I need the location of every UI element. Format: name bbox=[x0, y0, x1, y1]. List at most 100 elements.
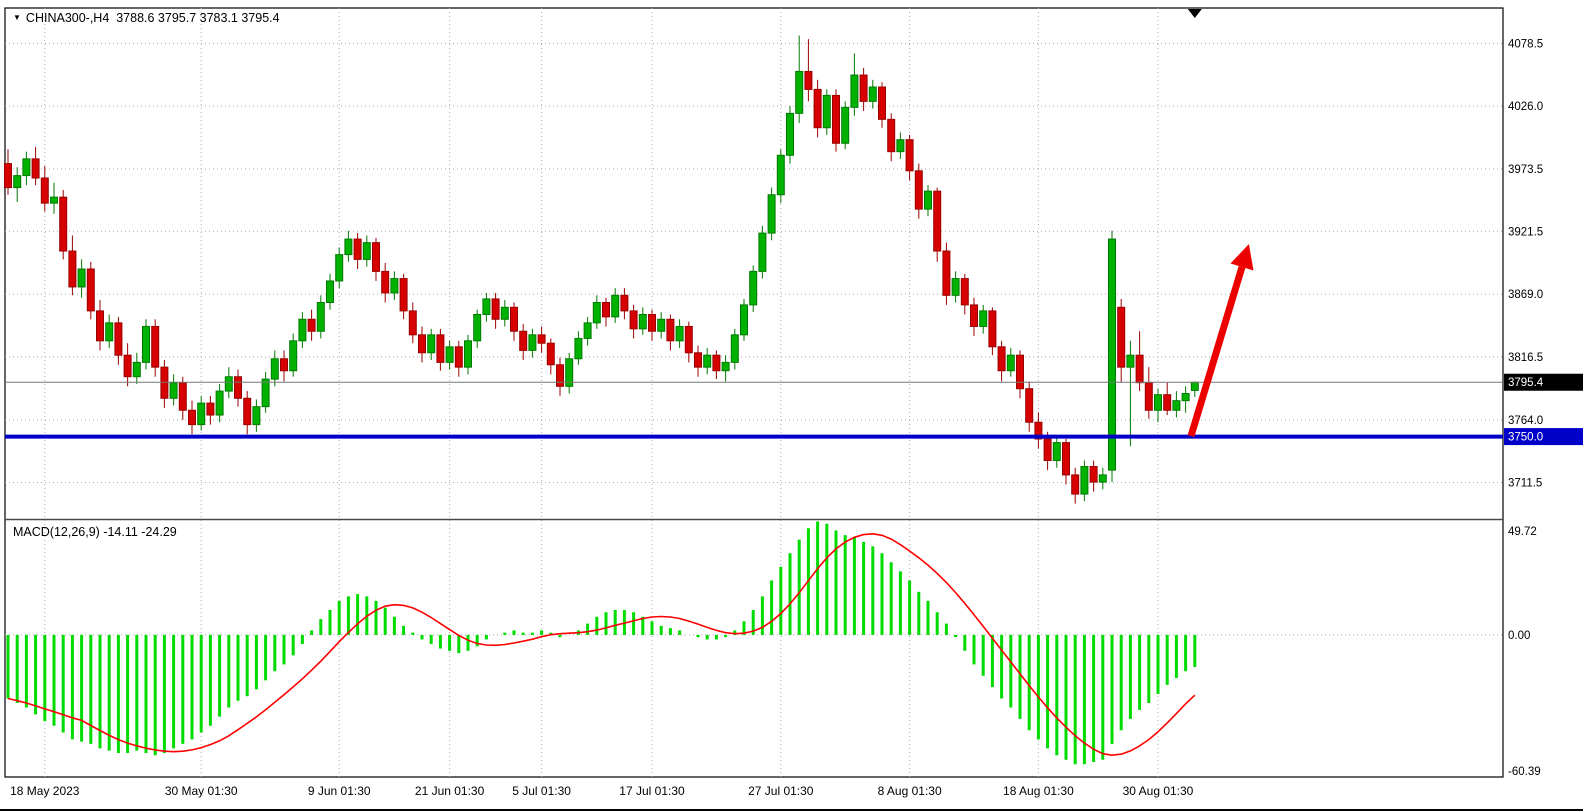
price-axis-label: 3869.0 bbox=[1508, 289, 1543, 301]
candle-body bbox=[252, 406, 261, 426]
candle-body bbox=[114, 322, 123, 356]
candle-body bbox=[730, 334, 739, 363]
candle-body bbox=[914, 170, 923, 210]
candle-body bbox=[298, 318, 307, 342]
candle-body bbox=[482, 298, 491, 315]
candle-body bbox=[546, 342, 555, 366]
candle-body bbox=[850, 74, 859, 108]
window-bottom-border bbox=[0, 809, 1583, 811]
candle-body bbox=[878, 86, 886, 120]
date-axis-label: 27 Jul 01:30 bbox=[748, 784, 814, 798]
candle-body bbox=[132, 361, 141, 378]
candle-body bbox=[418, 334, 426, 354]
price-axis-label: 3973.5 bbox=[1508, 164, 1543, 176]
current-price-badge bbox=[1504, 373, 1583, 391]
candle-body bbox=[77, 268, 86, 288]
candle-body bbox=[638, 313, 647, 330]
macd-axis-label: -60.39 bbox=[1508, 766, 1541, 778]
candle-body bbox=[620, 294, 629, 312]
candle-body bbox=[40, 177, 49, 204]
candle-body bbox=[1052, 442, 1061, 462]
candle-body bbox=[1190, 381, 1199, 391]
candle-body bbox=[648, 313, 656, 332]
candle-body bbox=[528, 334, 537, 351]
candle-body bbox=[59, 196, 68, 252]
candle-body bbox=[712, 354, 721, 372]
candle-body bbox=[997, 346, 1006, 372]
candle-body bbox=[933, 190, 942, 252]
candle-body bbox=[224, 376, 233, 392]
candle-body bbox=[813, 88, 822, 129]
date-axis-label: 18 May 2023 bbox=[10, 784, 80, 798]
candle-body bbox=[178, 382, 187, 411]
candle-body bbox=[868, 86, 877, 102]
candle-body bbox=[988, 310, 997, 348]
candle-body bbox=[602, 302, 610, 318]
candle-body bbox=[151, 325, 160, 368]
candle-body bbox=[206, 402, 215, 416]
candle-body bbox=[657, 318, 666, 332]
candle-body bbox=[491, 298, 500, 320]
candle-body bbox=[905, 139, 914, 172]
candle-body bbox=[1034, 421, 1043, 440]
candle-body bbox=[362, 242, 371, 260]
trend-arrow-head[interactable] bbox=[1230, 244, 1254, 271]
candle-body bbox=[454, 346, 463, 368]
trend-arrow-shaft[interactable] bbox=[1187, 265, 1246, 438]
candle-body bbox=[96, 310, 104, 342]
candle-body bbox=[556, 364, 564, 387]
candle-body bbox=[832, 94, 840, 144]
candle-body bbox=[767, 194, 776, 234]
candle-body bbox=[307, 318, 316, 332]
candle-body bbox=[942, 250, 951, 296]
candle-body bbox=[316, 302, 325, 332]
candle-body bbox=[1126, 354, 1135, 368]
candle-body bbox=[841, 106, 850, 144]
candle-body bbox=[1144, 382, 1153, 411]
candle-body bbox=[22, 158, 31, 177]
candle-body bbox=[500, 306, 509, 320]
candle-body bbox=[786, 112, 794, 156]
candle-body bbox=[721, 361, 730, 372]
candle-body bbox=[684, 325, 693, 354]
candle-body bbox=[666, 318, 675, 342]
candle-body bbox=[4, 163, 12, 189]
candle-body bbox=[473, 313, 482, 342]
price-axis-label: 3711.5 bbox=[1508, 478, 1542, 490]
candle-body bbox=[335, 254, 344, 282]
candle-body bbox=[611, 294, 620, 318]
candle-body bbox=[68, 250, 77, 288]
candle-body bbox=[390, 278, 399, 294]
candle-body bbox=[960, 278, 969, 306]
candle-body bbox=[592, 302, 601, 324]
candle-body bbox=[188, 409, 196, 426]
candle-body bbox=[270, 358, 279, 380]
candle-body bbox=[86, 268, 95, 312]
current-price-badge-label: 3795.4 bbox=[1508, 377, 1544, 389]
candle-body bbox=[50, 196, 58, 204]
candle-body bbox=[408, 310, 417, 336]
macd-signal-line bbox=[7, 532, 1196, 757]
candle-body bbox=[896, 139, 905, 153]
date-axis-label: 30 Aug 01:30 bbox=[1123, 784, 1194, 798]
candle-body bbox=[1108, 238, 1116, 471]
candle-body bbox=[1172, 400, 1181, 411]
candle-body bbox=[353, 238, 362, 260]
candle-body bbox=[574, 337, 583, 360]
candle-body bbox=[1098, 474, 1107, 483]
candle-body bbox=[31, 158, 40, 179]
date-axis-label: 30 May 01:30 bbox=[165, 784, 238, 798]
price-axis-label: 4078.5 bbox=[1508, 38, 1543, 50]
candle-body bbox=[703, 354, 712, 368]
support-price-badge bbox=[1504, 428, 1583, 446]
macd-axis-label: 0.00 bbox=[1508, 630, 1530, 642]
candle-body bbox=[289, 340, 298, 372]
candle-body bbox=[169, 382, 178, 399]
candle-body bbox=[1071, 474, 1080, 495]
date-axis-label: 17 Jul 01:30 bbox=[619, 784, 685, 798]
price-axis-label: 3764.0 bbox=[1508, 415, 1543, 427]
macd-axis-label: 49.72 bbox=[1508, 526, 1537, 538]
candle-body bbox=[234, 376, 242, 399]
